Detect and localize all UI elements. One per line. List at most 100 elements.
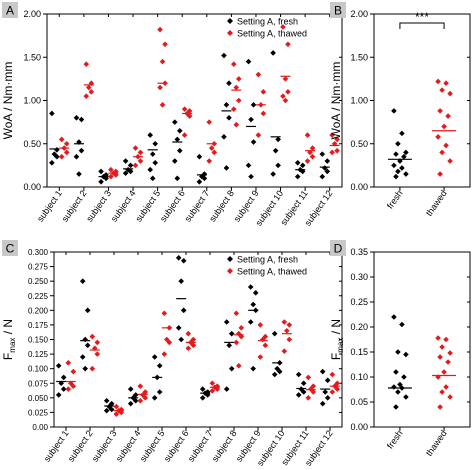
data-point-thawed (447, 158, 453, 164)
legend-marker (227, 18, 233, 24)
significance-bracket (399, 22, 445, 29)
data-point-fresh (82, 336, 88, 343)
data-point-fresh (171, 158, 178, 164)
x-tick-label: thawed (424, 188, 449, 218)
data-point-thawed (437, 404, 443, 410)
data-point-fresh (223, 386, 230, 392)
data-point-thawed (235, 76, 242, 82)
panel-b-chart: 0.00 0.50 1.00 1.50 2.00 fresh thawed *** B WoA /… (329, 2, 471, 218)
data-point-fresh (152, 140, 159, 147)
data-point-thawed (209, 380, 216, 387)
x-tick-label: fresh (385, 188, 405, 210)
y-tick-label: 0.00 (23, 182, 41, 192)
data-point-thawed (159, 102, 166, 108)
data-point-thawed (437, 108, 443, 114)
data-point-thawed (108, 166, 114, 173)
data-point-fresh (324, 377, 331, 384)
y-tick-label: 0.075 (28, 379, 49, 388)
x-tick-label: thawed (424, 428, 449, 458)
data-point-fresh (49, 110, 55, 117)
data-point-thawed (286, 336, 293, 343)
data-point-thawed (164, 336, 170, 343)
data-point-fresh (300, 389, 307, 395)
y-tick-label: 0.300 (28, 248, 49, 257)
data-point-fresh (393, 173, 399, 180)
data-point-thawed (137, 149, 144, 156)
plot-frame (373, 13, 471, 188)
data-point-thawed (190, 336, 197, 343)
data-point-thawed (329, 389, 336, 395)
data-point-fresh (399, 321, 405, 328)
data-point-thawed (85, 84, 92, 91)
data-point-fresh (54, 153, 60, 160)
data-point-fresh (174, 175, 181, 182)
data-point-fresh (403, 351, 409, 358)
y-tick-label: 2.00 (350, 9, 368, 19)
legend-label: Setting A, thawed (237, 267, 307, 277)
data-point-fresh (300, 380, 307, 387)
data-point-thawed (113, 168, 119, 175)
data-point-thawed (94, 339, 101, 346)
legend-marker (227, 30, 233, 36)
data-point-fresh (55, 392, 62, 398)
y-axis-label-sub: max (8, 338, 17, 353)
data-point-thawed (281, 319, 288, 325)
y-tick-label: 0.175 (28, 321, 49, 330)
data-point-fresh (228, 330, 235, 337)
data-point-thawed (441, 369, 447, 375)
data-point-thawed (137, 158, 144, 164)
data-point-fresh (324, 395, 331, 401)
data-point-fresh (395, 140, 401, 147)
data-point-thawed (257, 322, 264, 328)
data-point-thawed (309, 145, 316, 151)
data-point-thawed (334, 136, 340, 143)
data-point-fresh (226, 80, 232, 86)
data-point-thawed (113, 411, 120, 417)
data-point-thawed (132, 162, 139, 169)
data-point-thawed (439, 389, 445, 395)
data-point-thawed (161, 310, 168, 317)
y-axis-label-main: F (329, 353, 343, 360)
data-point-fresh (127, 400, 134, 407)
data-point-fresh (324, 158, 331, 164)
y-tick-label: 0.200 (28, 306, 49, 315)
data-point-fresh (248, 173, 254, 180)
data-point-fresh (250, 301, 256, 308)
data-point-thawed (329, 371, 336, 378)
data-point-fresh (223, 102, 230, 108)
data-point-thawed (281, 348, 288, 354)
data-point-fresh (294, 173, 301, 180)
data-point-fresh (84, 307, 91, 314)
data-point-thawed (185, 330, 192, 337)
data-point-fresh (132, 397, 139, 404)
y-tick-label: 0.100 (28, 365, 49, 374)
data-point-thawed (214, 386, 221, 392)
data-point-fresh (274, 365, 280, 372)
y-tick-label: 0.05 (350, 397, 368, 407)
data-point-fresh (108, 406, 115, 413)
y-tick-label: 0.00 (350, 182, 368, 192)
data-point-fresh (60, 386, 67, 392)
data-point-thawed (282, 97, 289, 104)
data-point-fresh (399, 165, 405, 171)
data-point-fresh (401, 374, 407, 380)
data-point-thawed (329, 149, 335, 156)
data-point-fresh (245, 162, 252, 169)
data-point-thawed (260, 89, 267, 95)
data-point-fresh (178, 336, 184, 343)
data-point-thawed (236, 330, 242, 337)
data-point-fresh (73, 153, 80, 160)
data-point-thawed (257, 354, 264, 360)
data-point-thawed (63, 140, 70, 147)
data-point-fresh (319, 173, 326, 180)
data-point-thawed (285, 89, 291, 95)
data-point-thawed (447, 90, 453, 97)
data-point-fresh (299, 162, 306, 169)
data-point-fresh (252, 290, 259, 296)
y-axis-label: Fmax / N (1, 319, 17, 360)
data-point-fresh (51, 151, 58, 157)
data-point-fresh (391, 162, 397, 169)
data-point-thawed (181, 106, 188, 112)
data-point-fresh (79, 354, 86, 360)
data-point-thawed (63, 149, 70, 156)
